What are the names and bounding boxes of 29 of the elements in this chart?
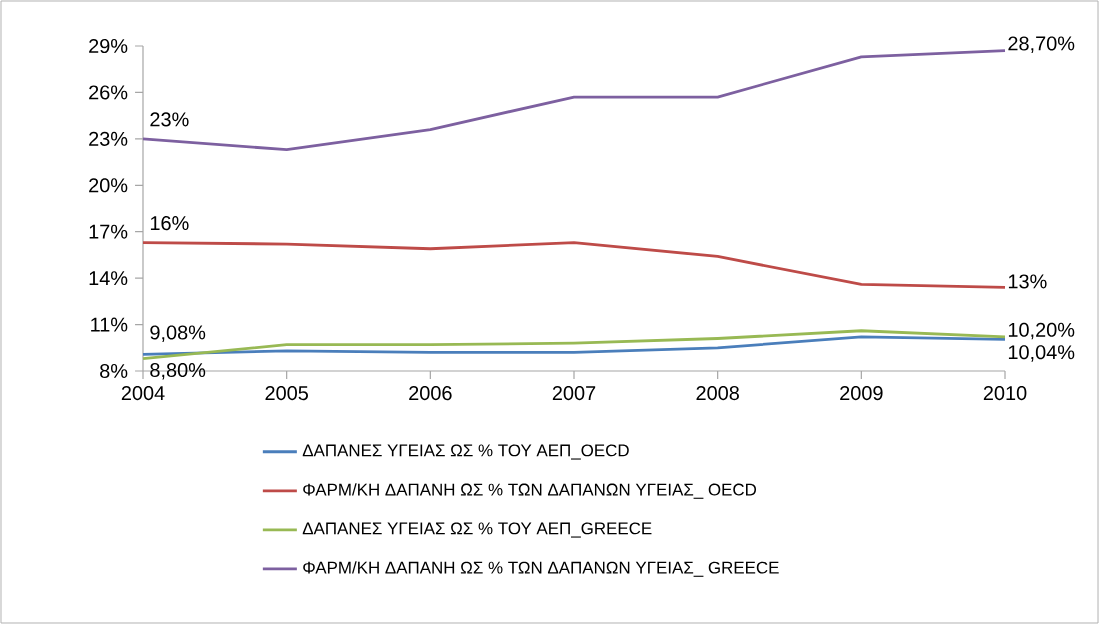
line-series <box>141 241 1007 289</box>
data-label: 28,70% <box>1008 36 1075 53</box>
y-tick-label: 26% <box>89 85 128 100</box>
data-label: 23% <box>150 112 189 127</box>
x-tick-label: 2004 <box>121 386 165 401</box>
y-tick-label: 20% <box>89 178 128 193</box>
y-tick-label: 8% <box>100 363 128 379</box>
legend-label: ΦΑΡΜ/ΚΗ ΔΑΠΑΝΗ ΩΣ % ΤΩΝ ΔΑΠΑΝΩΝ ΥΓΕΙΑΣ_ GREECE <box>303 561 779 577</box>
y-tick-label: 14% <box>89 271 128 286</box>
x-tick-label: 2006 <box>409 386 452 401</box>
legend-label: ΦΑΡΜ/ΚΗ ΔΑΠΑΝΗ ΩΣ % ΤΩΝ ΔΑΠΑΝΩΝ ΥΓΕΙΑΣ_ OECD <box>303 483 757 499</box>
x-tick-label: 2005 <box>265 386 308 401</box>
y-tick-label: 23% <box>89 131 128 146</box>
data-label: 10,04% <box>1008 345 1075 362</box>
x-tick-label: 2010 <box>983 386 1027 401</box>
x-tick-label: 2007 <box>552 386 596 401</box>
data-label: 8,80% <box>150 363 206 380</box>
data-label: 13% <box>1008 274 1047 289</box>
y-tick-label: 17% <box>89 224 128 239</box>
data-label: 10,20% <box>1008 322 1075 340</box>
y-tick-label: 29% <box>89 38 128 54</box>
x-tick-label: 2009 <box>840 386 883 401</box>
legend-label: ΔΑΠΑΝΕΣ ΥΓΕΙΑΣ ΩΣ % ΤΟΥ ΑΕΠ_OECD <box>302 444 629 460</box>
y-tick-label: 11% <box>91 317 128 332</box>
data-label: 9,08% <box>150 325 206 342</box>
x-tick-label: 2008 <box>696 386 739 401</box>
legend-label: ΔΑΠΑΝΕΣ ΥΓΕΙΑΣ ΩΣ % ΤΟΥ ΑΕΠ_GREECE <box>302 522 652 538</box>
data-label: 16% <box>150 216 189 231</box>
line-series <box>141 49 1007 152</box>
